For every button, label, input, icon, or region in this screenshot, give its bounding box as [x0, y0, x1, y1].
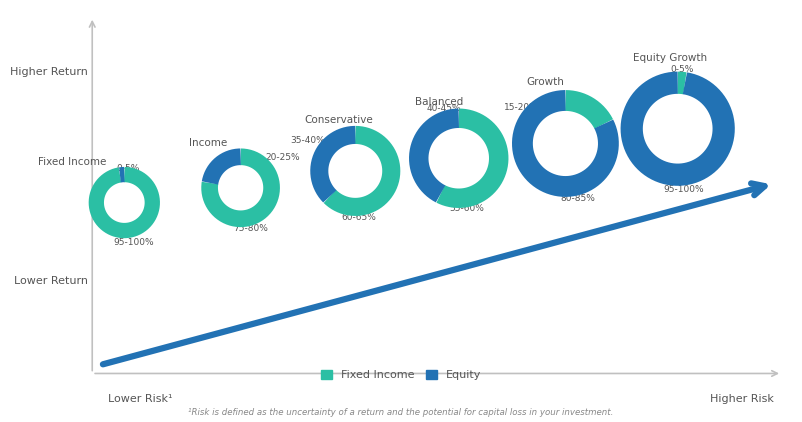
Text: Growth: Growth: [526, 76, 565, 87]
Text: ¹Risk is defined as the uncertainty of a return and the potential for capital lo: ¹Risk is defined as the uncertainty of a…: [188, 408, 614, 417]
Text: 0-5%: 0-5%: [116, 164, 140, 173]
Text: Balanced: Balanced: [415, 97, 463, 107]
Text: 35-40%: 35-40%: [290, 136, 325, 145]
Text: 20-25%: 20-25%: [265, 153, 300, 162]
Text: Lower Return: Lower Return: [14, 276, 88, 286]
Text: 40-45%: 40-45%: [427, 104, 462, 113]
Text: Higher Return: Higher Return: [10, 67, 88, 77]
Text: 80-85%: 80-85%: [560, 194, 595, 203]
Text: 60-65%: 60-65%: [342, 213, 377, 222]
Text: Fixed Income: Fixed Income: [38, 157, 107, 167]
Text: 95-100%: 95-100%: [114, 238, 154, 247]
Text: 0-5%: 0-5%: [670, 65, 694, 74]
Text: Income: Income: [189, 138, 228, 148]
Text: Conservative: Conservative: [305, 115, 374, 125]
Text: 75-80%: 75-80%: [233, 224, 268, 233]
Text: Equity Growth: Equity Growth: [633, 53, 707, 63]
Text: 95-100%: 95-100%: [664, 185, 704, 195]
Text: Higher Risk: Higher Risk: [710, 394, 774, 404]
Text: 55-60%: 55-60%: [449, 204, 484, 214]
Legend: Fixed Income, Equity: Fixed Income, Equity: [317, 366, 485, 385]
Text: 15-20%: 15-20%: [504, 103, 539, 112]
Text: Lower Risk¹: Lower Risk¹: [108, 394, 172, 404]
